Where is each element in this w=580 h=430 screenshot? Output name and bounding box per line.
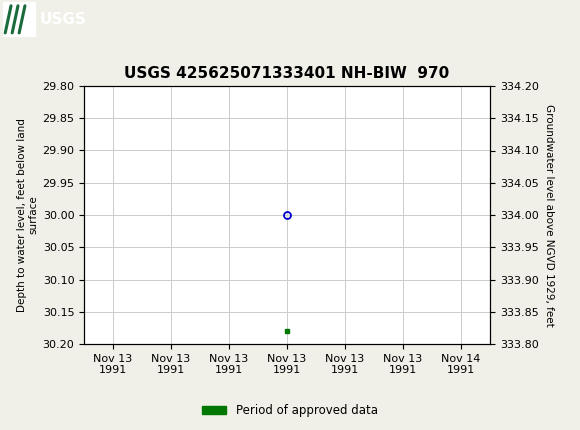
Legend: Period of approved data: Period of approved data [198, 399, 382, 422]
Title: USGS 425625071333401 NH-BIW  970: USGS 425625071333401 NH-BIW 970 [125, 66, 450, 81]
Y-axis label: Groundwater level above NGVD 1929, feet: Groundwater level above NGVD 1929, feet [544, 104, 554, 326]
FancyBboxPatch shape [3, 2, 35, 37]
Y-axis label: Depth to water level, feet below land
surface: Depth to water level, feet below land su… [17, 118, 38, 312]
Text: USGS: USGS [39, 12, 86, 27]
